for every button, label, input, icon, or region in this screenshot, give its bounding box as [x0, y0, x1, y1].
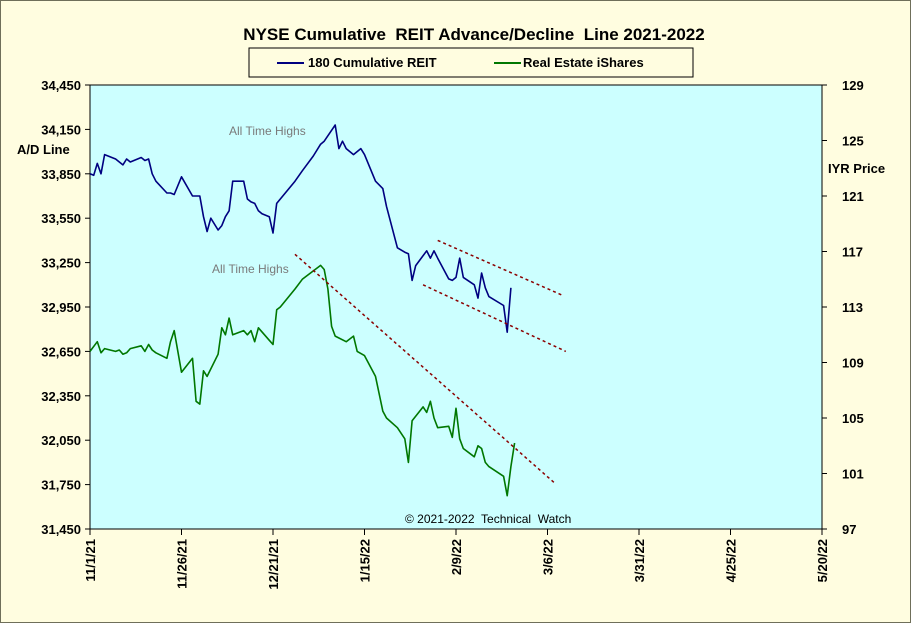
trendline-2 — [422, 284, 567, 353]
x-tick-label: 3/31/22 — [632, 539, 647, 582]
y-axis-right: 129 125 121 117 113 109 105 101 97 — [822, 78, 864, 537]
trendline-3 — [294, 253, 556, 484]
series-line-iyr — [89, 264, 516, 497]
annotation-ath-ad: All Time Highs — [229, 124, 306, 138]
y-left-tick-label: 33,250 — [41, 256, 81, 271]
x-tick-label: 2/9/22 — [449, 539, 464, 575]
plot-area — [89, 84, 823, 530]
legend: 180 Cumulative REIT Real Estate iShares — [248, 47, 694, 78]
chart-title: NYSE Cumulative REIT Advance/Decline Lin… — [243, 25, 704, 44]
y-left-tick-label: 33,850 — [41, 167, 81, 182]
y-left-tick-label: 31,450 — [41, 522, 81, 537]
y-right-tick-label: 109 — [842, 356, 864, 371]
y-right-tick-label: 105 — [842, 411, 864, 426]
y-left-tick-label: 34,150 — [41, 122, 81, 137]
x-axis: 11/1/21 11/26/21 12/21/21 1/15/22 2/9/22 3/6/… — [83, 529, 830, 590]
y-axis-left-label: A/D Line — [17, 142, 70, 157]
x-tick-label: 12/21/21 — [266, 539, 281, 590]
x-tick-label: 1/15/22 — [358, 539, 373, 582]
y-axis-right-label: IYR Price — [828, 161, 885, 176]
series-layer — [89, 124, 516, 497]
y-left-tick-label: 32,350 — [41, 389, 81, 404]
y-right-tick-label: 101 — [842, 467, 864, 482]
x-tick-label: 11/1/21 — [83, 539, 98, 582]
y-left-tick-label: 32,650 — [41, 344, 81, 359]
y-axis-left: 34,450 34,150 33,850 33,550 33,250 32,950 32,6… — [41, 78, 90, 537]
y-left-tick-label: 32,950 — [41, 300, 81, 315]
legend-box — [248, 47, 694, 78]
x-tick-label: 5/20/22 — [815, 539, 830, 582]
copyright-text: © 2021-2022 Technical Watch — [405, 512, 571, 526]
series-line-ad-line — [89, 124, 512, 334]
x-tick-label: 11/26/21 — [175, 539, 190, 589]
y-left-tick-label: 33,550 — [41, 211, 81, 226]
y-right-tick-label: 113 — [842, 300, 863, 315]
y-left-tick-label: 32,050 — [41, 433, 81, 448]
legend-label-iyr: Real Estate iShares — [523, 55, 644, 70]
legend-label-ad-line: 180 Cumulative REIT — [308, 55, 437, 70]
y-left-tick-label: 34,450 — [41, 78, 81, 93]
trendline-1 — [437, 239, 563, 296]
x-tick-label: 4/25/22 — [724, 539, 739, 582]
x-tick-label: 3/6/22 — [541, 539, 556, 575]
trendline-layer — [294, 239, 567, 484]
annotation-ath-iyr: All Time Highs — [212, 262, 289, 276]
y-right-tick-label: 129 — [842, 78, 864, 93]
y-right-tick-label: 125 — [842, 134, 864, 149]
y-right-tick-label: 117 — [842, 245, 863, 260]
y-right-tick-label: 121 — [842, 189, 864, 204]
y-left-tick-label: 31,750 — [41, 478, 81, 493]
y-right-tick-label: 97 — [842, 522, 856, 537]
